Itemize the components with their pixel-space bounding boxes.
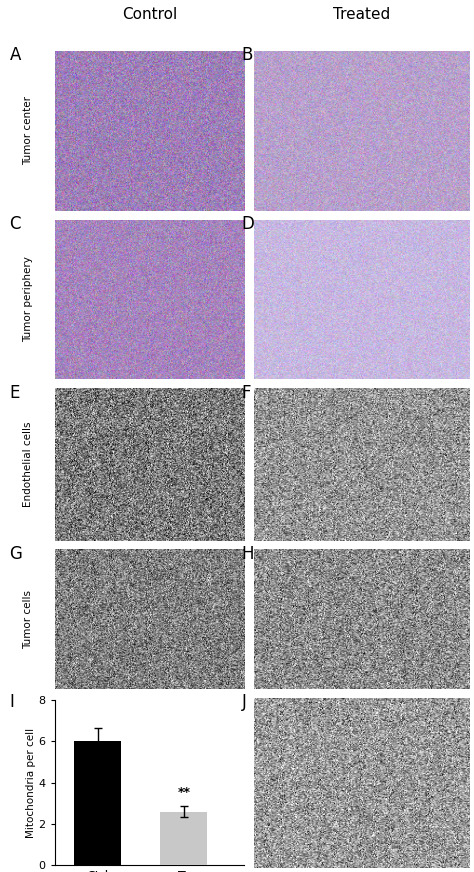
Text: **: ** <box>177 786 190 799</box>
Text: A: A <box>9 46 21 65</box>
Text: E: E <box>9 384 20 402</box>
Text: G: G <box>9 545 22 563</box>
Text: Tumor cells: Tumor cells <box>23 589 34 649</box>
Text: B: B <box>242 46 253 65</box>
Text: C: C <box>9 215 21 234</box>
Bar <box>74 741 121 865</box>
Text: Tumor center: Tumor center <box>23 96 34 166</box>
Bar <box>160 812 208 865</box>
Text: J: J <box>242 693 246 712</box>
Text: Endothelial cells: Endothelial cells <box>23 421 34 508</box>
Text: I: I <box>9 693 14 712</box>
Text: Control: Control <box>122 7 177 22</box>
Text: Tumor periphery: Tumor periphery <box>23 256 34 343</box>
Text: D: D <box>242 215 255 234</box>
Y-axis label: Mitochondria per cell: Mitochondria per cell <box>26 727 36 838</box>
Text: H: H <box>242 545 254 563</box>
Text: Treated: Treated <box>333 7 390 22</box>
Text: F: F <box>242 384 251 402</box>
